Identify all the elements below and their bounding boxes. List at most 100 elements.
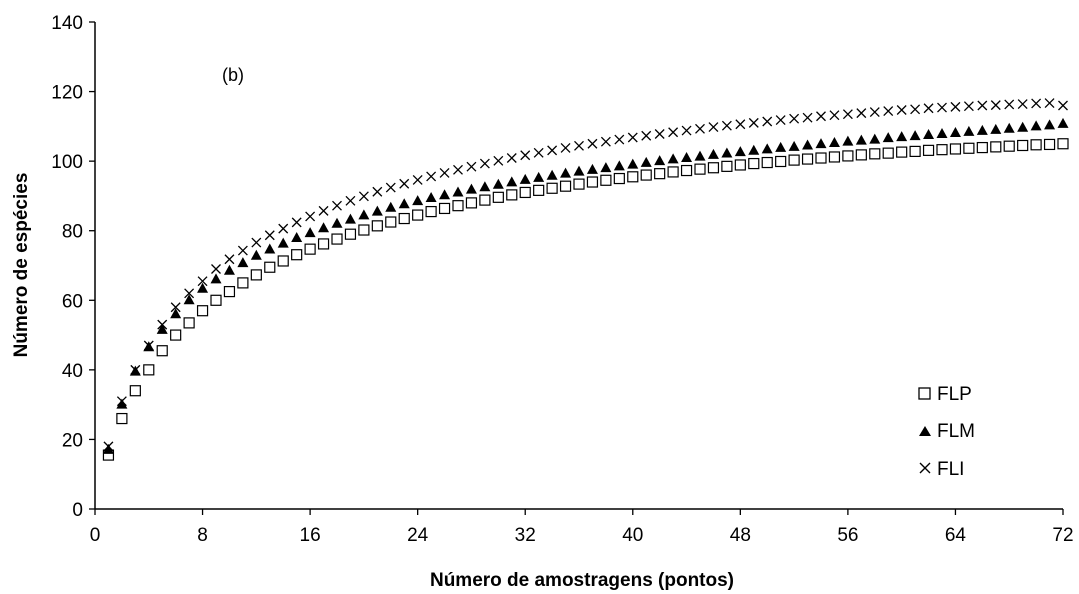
point-flp bbox=[277, 255, 289, 267]
point-fli bbox=[695, 123, 705, 134]
point-flm bbox=[304, 227, 316, 238]
point-flp bbox=[196, 305, 209, 317]
point-fli bbox=[856, 108, 867, 119]
x-tick-label: 0 bbox=[90, 525, 101, 546]
point-flp bbox=[183, 317, 195, 329]
point-fli bbox=[641, 130, 652, 141]
point-fli bbox=[1004, 99, 1015, 110]
y-tick-label: 40 bbox=[62, 361, 83, 382]
point-fli bbox=[237, 245, 248, 256]
point-flp bbox=[936, 144, 948, 156]
point-fli bbox=[278, 223, 289, 234]
point-fli bbox=[842, 109, 853, 120]
point-flm bbox=[990, 123, 1002, 134]
point-fli bbox=[560, 142, 571, 153]
point-flp bbox=[761, 156, 773, 169]
point-flp bbox=[398, 212, 410, 225]
x-tick-label: 24 bbox=[407, 525, 429, 546]
point-flm bbox=[882, 132, 894, 143]
point-flm bbox=[802, 139, 814, 150]
point-flp bbox=[385, 216, 397, 228]
point-fli bbox=[211, 264, 221, 274]
point-flp bbox=[492, 191, 504, 203]
y-tick-label: 0 bbox=[72, 500, 83, 521]
point-fli bbox=[802, 112, 813, 123]
point-flm bbox=[371, 205, 383, 216]
point-flp bbox=[291, 249, 303, 261]
point-flm bbox=[775, 141, 787, 152]
point-flm bbox=[358, 209, 370, 220]
point-fli bbox=[574, 140, 584, 151]
point-fli bbox=[614, 134, 625, 145]
point-flm bbox=[318, 222, 330, 233]
point-flp bbox=[264, 261, 276, 273]
point-flp bbox=[640, 169, 652, 181]
point-flm bbox=[923, 129, 935, 140]
point-fli bbox=[291, 217, 302, 228]
point-fli bbox=[170, 302, 181, 313]
x-tick-label: 48 bbox=[730, 525, 751, 546]
point-flm bbox=[788, 140, 800, 151]
point-fli bbox=[224, 254, 235, 265]
point-flm bbox=[452, 186, 464, 197]
point-flm bbox=[210, 273, 222, 284]
legend-marker-fli bbox=[919, 462, 931, 474]
point-fli bbox=[385, 182, 396, 193]
point-flp bbox=[721, 160, 733, 172]
point-flp bbox=[506, 189, 518, 201]
point-fli bbox=[439, 168, 450, 178]
point-flp bbox=[990, 141, 1002, 153]
point-fli bbox=[762, 116, 773, 127]
point-fli bbox=[399, 178, 410, 189]
point-flm bbox=[223, 264, 235, 275]
point-flm bbox=[600, 162, 612, 173]
point-flm bbox=[613, 160, 625, 171]
point-fli bbox=[520, 150, 531, 161]
point-fli bbox=[775, 115, 786, 126]
point-flp bbox=[654, 168, 666, 180]
point-fli bbox=[103, 441, 114, 452]
point-flm bbox=[291, 232, 303, 243]
point-flm bbox=[855, 134, 867, 145]
point-flp bbox=[371, 220, 383, 232]
point-flm bbox=[573, 165, 585, 176]
point-fli bbox=[372, 186, 383, 197]
point-flm bbox=[465, 183, 477, 194]
point-fli bbox=[977, 100, 988, 111]
point-flp bbox=[869, 148, 881, 160]
point-flp bbox=[479, 194, 491, 206]
point-fli bbox=[251, 237, 262, 248]
y-tick-label: 140 bbox=[51, 13, 83, 34]
point-fli bbox=[157, 319, 168, 330]
point-flm bbox=[170, 308, 182, 319]
point-flp bbox=[801, 153, 814, 165]
point-flm bbox=[909, 130, 921, 141]
point-flm bbox=[439, 189, 451, 200]
point-fli bbox=[681, 125, 692, 136]
point-fli bbox=[829, 110, 840, 121]
y-axis-title: Número de espécies bbox=[11, 173, 32, 358]
point-flp bbox=[1057, 138, 1069, 150]
point-fli bbox=[412, 174, 423, 185]
point-flp bbox=[425, 205, 437, 218]
point-fli bbox=[708, 122, 719, 133]
x-axis-title: Número de amostragens (pontos) bbox=[430, 570, 734, 591]
point-flm bbox=[331, 217, 343, 228]
point-flp bbox=[748, 157, 760, 170]
point-flp bbox=[573, 178, 585, 190]
legend-item-flp: FLP bbox=[918, 384, 972, 405]
point-flm bbox=[479, 181, 491, 192]
y-tick-label: 100 bbox=[51, 152, 83, 173]
point-fli bbox=[923, 103, 934, 114]
y-tick-label: 20 bbox=[62, 430, 83, 451]
point-flp bbox=[667, 166, 679, 178]
point-flp bbox=[129, 385, 141, 397]
point-flp bbox=[613, 172, 625, 185]
point-flp bbox=[546, 182, 558, 194]
point-fli bbox=[1058, 100, 1068, 111]
point-flm bbox=[412, 195, 424, 206]
point-fli bbox=[197, 276, 208, 287]
point-flm bbox=[506, 176, 518, 187]
point-fli bbox=[130, 364, 141, 375]
